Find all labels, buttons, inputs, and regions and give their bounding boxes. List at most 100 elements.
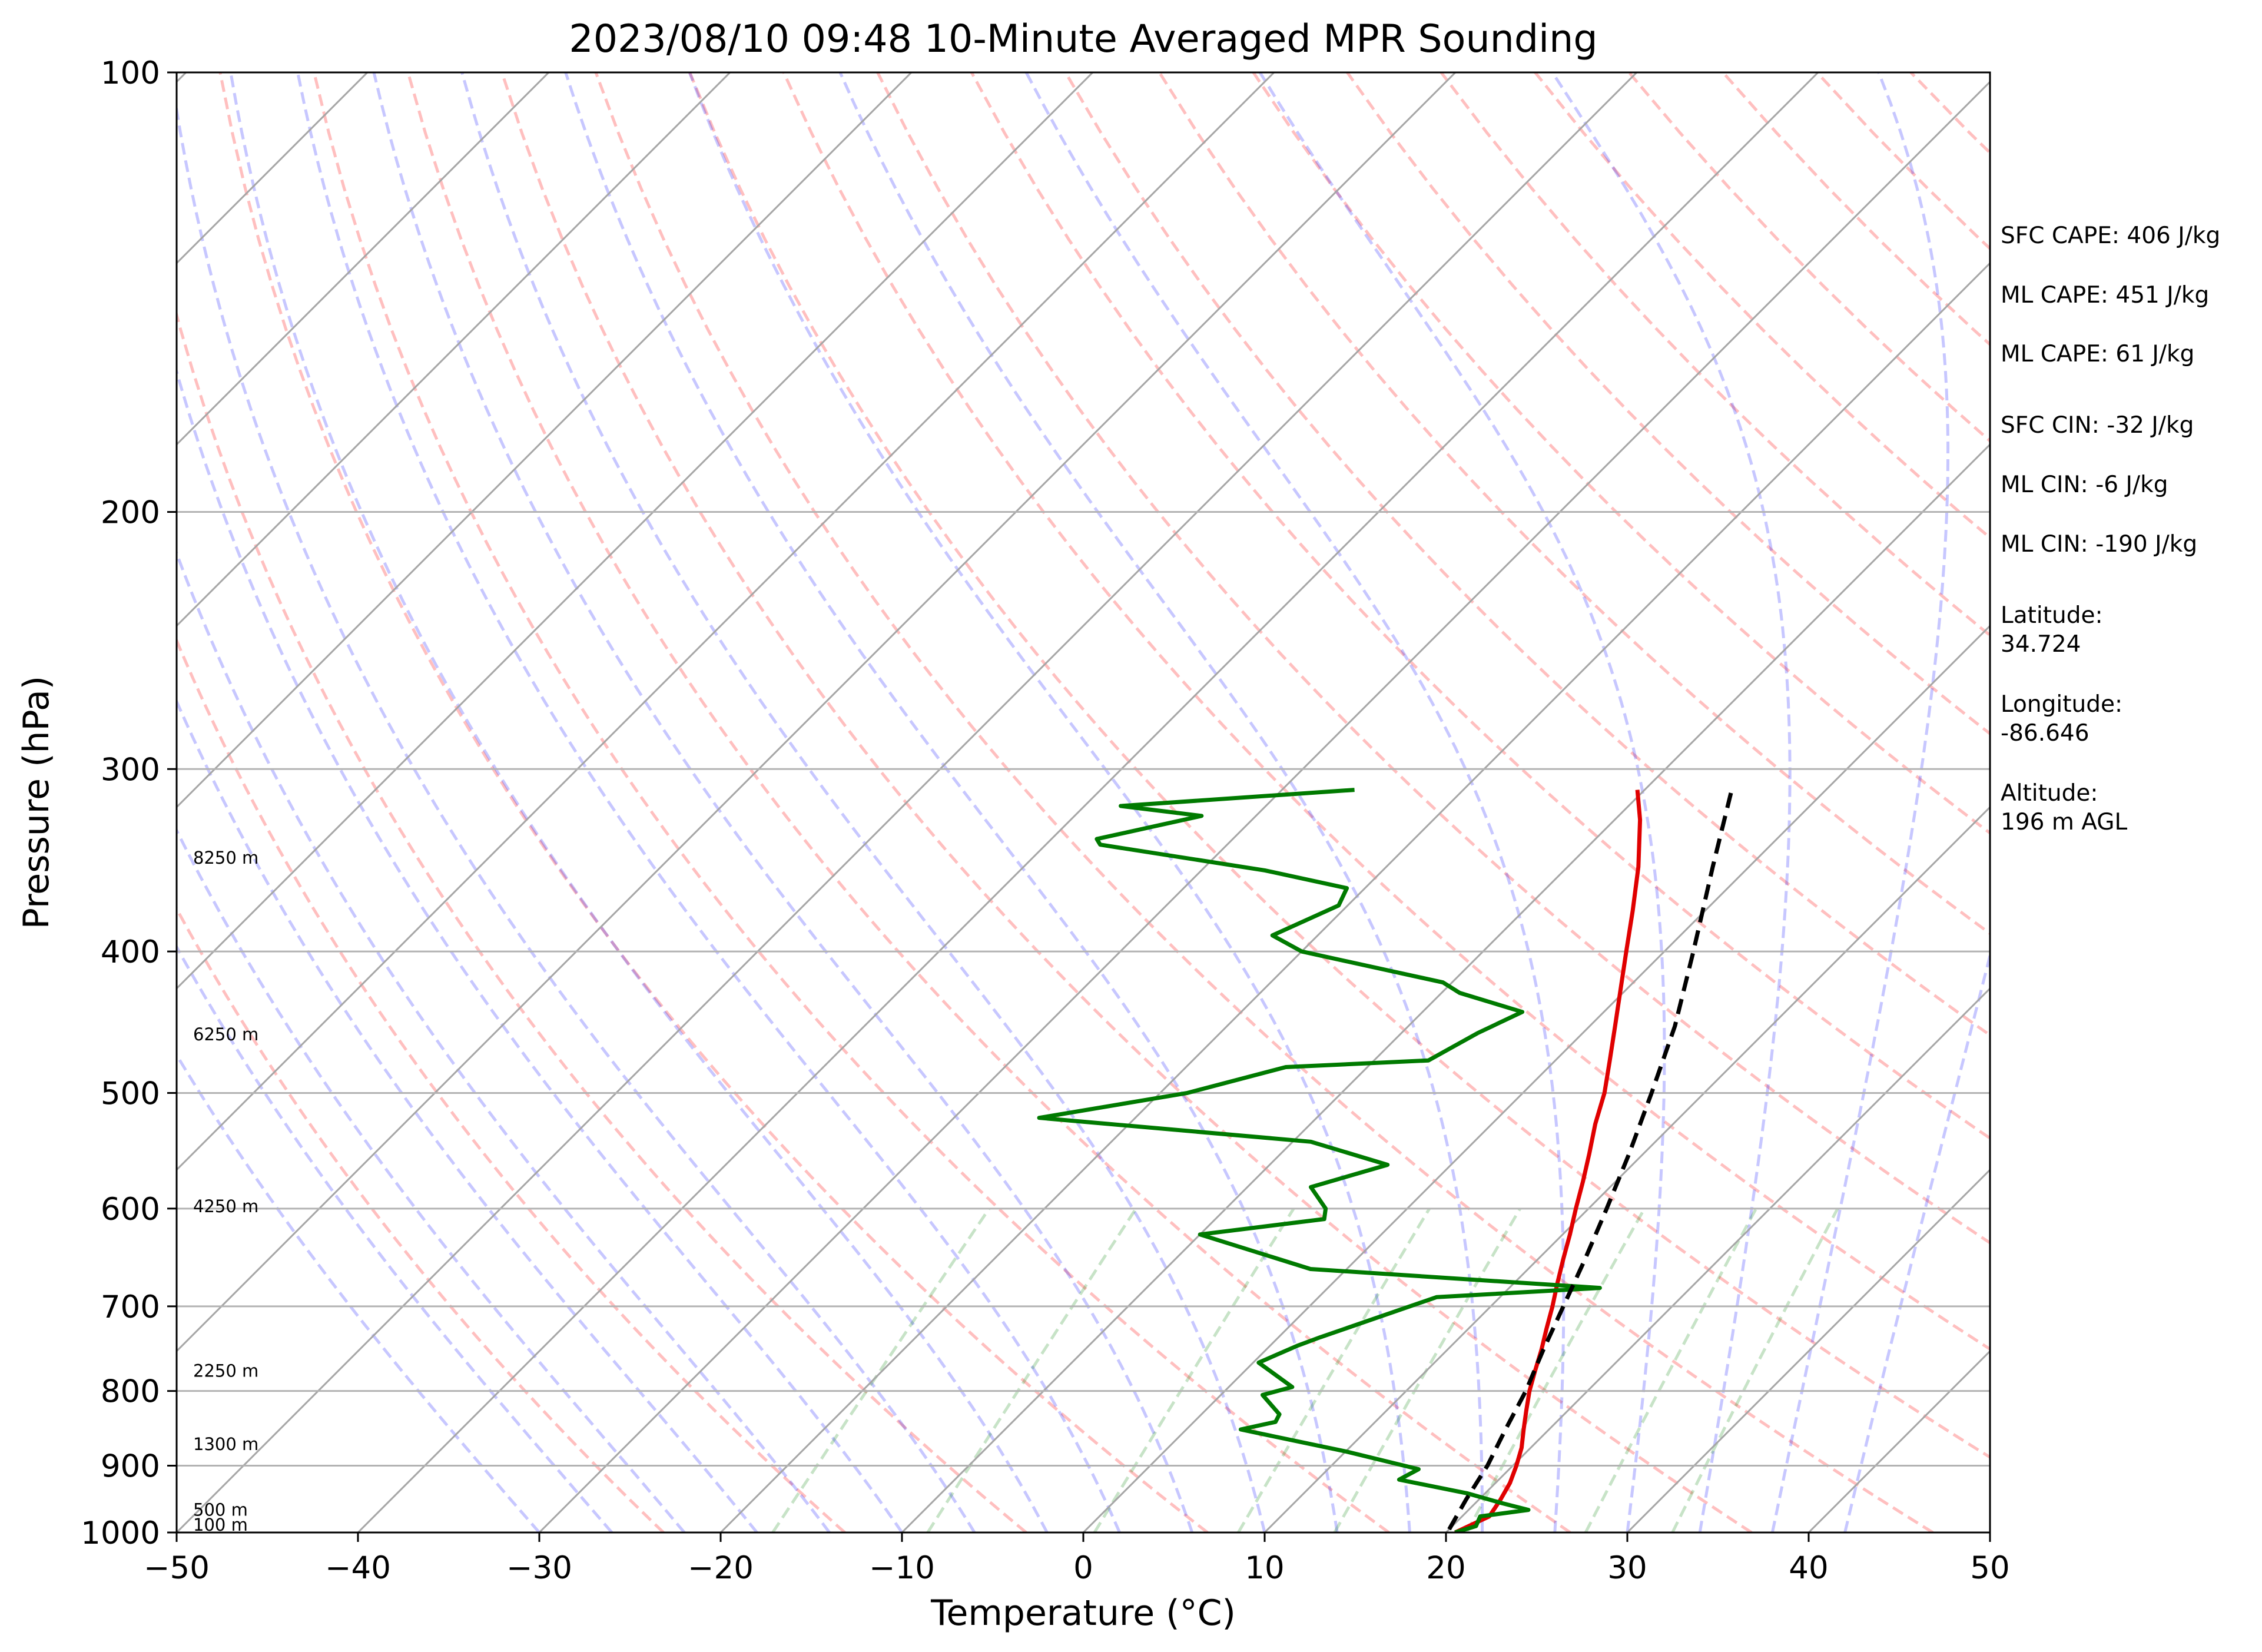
background-lines [0, 72, 1990, 1532]
moist-adiabat [177, 1052, 540, 1532]
moist-adiabat [1770, 72, 1950, 1532]
moist-adiabat [177, 944, 613, 1532]
moist-adiabat [460, 72, 1266, 1532]
x-axis-label: Temperature (°C) [930, 1593, 1236, 1634]
isotherm-line [177, 72, 550, 446]
isotherm-line [0, 72, 5, 1532]
series-layer [1037, 788, 1734, 1532]
isotherm-line [177, 72, 913, 809]
isotherm-line [1082, 624, 1990, 1532]
x-tick-label: 30 [1607, 1550, 1647, 1586]
series-line-1 [1454, 789, 1643, 1532]
dry-adiabat [970, 72, 1990, 1140]
moist-adiabat [688, 72, 1411, 1532]
dry-adiabat [177, 636, 846, 1532]
moist-adiabat [1024, 72, 1566, 1532]
x-tick-label: −50 [144, 1550, 210, 1586]
isotherm-line [177, 72, 1094, 990]
chart-title: 2023/08/10 09:48 10-Minute Averaged MPR … [569, 17, 1597, 61]
latitude-value: 34.724 [2001, 631, 2081, 658]
height-label: 1300 m [193, 1434, 258, 1454]
dry-adiabat [876, 72, 1990, 1245]
ml-cin-text-2: ML CIN: -190 J/kg [2001, 531, 2197, 558]
dry-adiabat [1252, 72, 1990, 835]
ml-cape-text-2: ML CAPE: 61 J/kg [2001, 341, 2194, 367]
moist-adiabat [296, 72, 1121, 1532]
height-label: 4250 m [193, 1196, 258, 1216]
y-tick-label: 400 [101, 934, 160, 970]
y-tick-label: 1000 [81, 1515, 160, 1551]
y-tick-label: 600 [101, 1192, 160, 1228]
moist-adiabat [229, 72, 1049, 1532]
series-line-3 [1447, 789, 1734, 1531]
height-label: 2250 m [193, 1361, 258, 1381]
isotherm-line [177, 72, 731, 628]
moist-adiabat [177, 698, 758, 1532]
y-tick-label: 200 [101, 495, 160, 531]
y-tick-label: 800 [101, 1374, 160, 1410]
longitude-value: -86.646 [2001, 720, 2089, 747]
moist-adiabat [1258, 72, 1666, 1532]
isotherm-line [901, 443, 1990, 1532]
x-tick-label: 40 [1789, 1550, 1828, 1586]
x-tick-label: 0 [1073, 1550, 1093, 1586]
moist-adiabat [372, 72, 1194, 1532]
altitude-value: 196 m AGL [2001, 809, 2127, 835]
mixing-ratio-line [1671, 1208, 1839, 1532]
height-label: 6250 m [193, 1024, 258, 1044]
plot-area [0, 71, 1991, 1534]
x-axis: −50 −40 −30 −20 −10 0 10 20 30 40 50 [144, 1532, 2010, 1586]
dry-adiabat [1346, 72, 1990, 736]
moist-adiabat [1843, 950, 1990, 1532]
moist-adiabat [1551, 72, 1792, 1532]
isotherm-line [357, 72, 1819, 1532]
dry-adiabat [594, 72, 1934, 1532]
height-label: 8250 m [193, 848, 258, 868]
dry-adiabat [177, 905, 665, 1532]
sfc-cin-text: SFC CIN: -32 J/kg [2001, 412, 2194, 439]
isotherm-line [177, 72, 1638, 1532]
series-line-2 [1037, 788, 1602, 1532]
moist-adiabat [177, 549, 831, 1532]
x-tick-label: −20 [688, 1550, 754, 1586]
x-tick-label: −40 [325, 1550, 391, 1586]
height-label: 100 m [193, 1515, 248, 1535]
y-axis-label: Pressure (hPa) [16, 676, 57, 929]
moist-adiabat [564, 72, 1339, 1532]
isotherm-line [177, 72, 1275, 1172]
mixing-ratio-line [1093, 1208, 1295, 1532]
x-tick-label: 10 [1245, 1550, 1284, 1586]
x-tick-label: 50 [1970, 1550, 2009, 1586]
plot-frame [175, 71, 1991, 1534]
isotherm-line [1445, 987, 1990, 1532]
x-tick-label: −30 [506, 1550, 572, 1586]
sfc-cape-text: SFC CAPE: 406 J/kg [2001, 223, 2220, 249]
longitude-label: Longitude: [2001, 691, 2122, 718]
moist-adiabat [177, 101, 976, 1532]
y-tick-label: 500 [101, 1076, 160, 1112]
ml-cape-text: ML CAPE: 451 J/kg [2001, 282, 2209, 308]
isotherm-line [1626, 1168, 1990, 1532]
dry-adiabat [688, 72, 1990, 1459]
dry-adiabat [406, 72, 1571, 1532]
moist-adiabat [838, 72, 1484, 1532]
moist-adiabat [177, 827, 686, 1532]
moist-adiabat [177, 366, 904, 1532]
isotherm-line [1263, 805, 1990, 1532]
dry-adiabat [312, 72, 1390, 1532]
y-tick-label: 100 [101, 55, 160, 91]
sounding-info-panel: SFC CAPE: 406 J/kg ML CAPE: 451 J/kg ML … [2001, 223, 2220, 835]
ml-cin-text: ML CIN: -6 J/kg [2001, 472, 2168, 498]
isotherm-line [177, 72, 1457, 1353]
mixing-ratio-line [1584, 1208, 1757, 1532]
y-tick-label: 700 [101, 1289, 160, 1325]
dry-adiabat [500, 72, 1753, 1532]
x-tick-label: 20 [1426, 1550, 1465, 1586]
dry-adiabat [218, 72, 1209, 1532]
y-axis: 100 200 300 400 500 600 700 800 900 1000 [81, 55, 177, 1551]
latitude-label: Latitude: [2001, 602, 2103, 629]
x-tick-label: −10 [869, 1550, 935, 1586]
altitude-label: Altitude: [2001, 780, 2098, 807]
height-label: 500 m [193, 1500, 248, 1520]
